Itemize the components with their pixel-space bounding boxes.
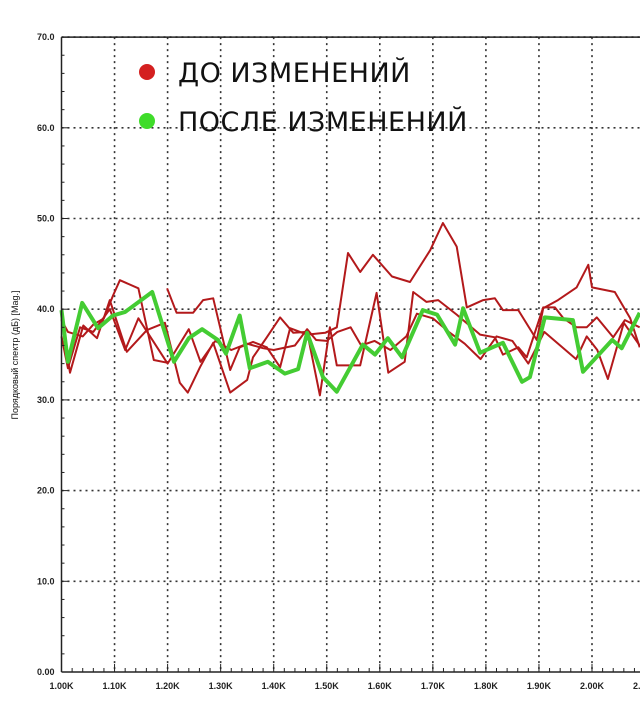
legend: ДО ИЗМЕНЕНИЙ ПОСЛЕ ИЗМЕНЕНИЙ — [139, 57, 468, 138]
y-tick-label: 70.0 — [37, 32, 55, 42]
series-line-before — [166, 222, 640, 371]
x-tick-label: 1.90K — [527, 681, 552, 691]
x-tick-label: 1.00K — [49, 681, 74, 691]
x-tick-label: 2.10K — [633, 681, 640, 691]
series-line-before — [60, 291, 640, 397]
x-tick-label: 2.00K — [580, 681, 605, 691]
y-tick-label: 30.0 — [37, 395, 55, 405]
series-lines — [59, 222, 640, 397]
x-tick-label: 1.30K — [209, 681, 234, 691]
legend-label-before: ДО ИЗМЕНЕНИЙ — [178, 57, 411, 89]
x-tick-label: 1.80K — [474, 681, 499, 691]
y-tick-label: 40.0 — [37, 304, 55, 314]
y-tick-label: 60.0 — [37, 123, 55, 133]
series-line-after — [59, 290, 640, 394]
y-tick-label: 20.0 — [37, 486, 55, 496]
x-tick-label: 1.40K — [262, 681, 287, 691]
x-tick-label: 1.20K — [156, 681, 181, 691]
x-tick-label: 1.10K — [103, 681, 128, 691]
y-tick-label: 0.00 — [37, 667, 55, 677]
series-line-before — [60, 308, 640, 380]
y-axis-label: Порядковый спектр (дБ) [Mag.] — [10, 290, 20, 419]
legend-marker-before — [139, 64, 155, 80]
y-tick-label: 50.0 — [37, 214, 55, 224]
x-tick-label: 1.60K — [368, 681, 393, 691]
legend-marker-after — [139, 113, 155, 129]
legend-label-after: ПОСЛЕ ИЗМЕНЕНИЙ — [178, 106, 468, 138]
x-tick-label: 1.50K — [315, 681, 340, 691]
x-tick-label: 1.70K — [421, 681, 446, 691]
y-tick-label: 10.0 — [37, 576, 55, 586]
axes: 1.00K 1.10K 1.20K 1.30K 1.40K 1.50K 1.60K 1.70K… — [37, 32, 640, 691]
